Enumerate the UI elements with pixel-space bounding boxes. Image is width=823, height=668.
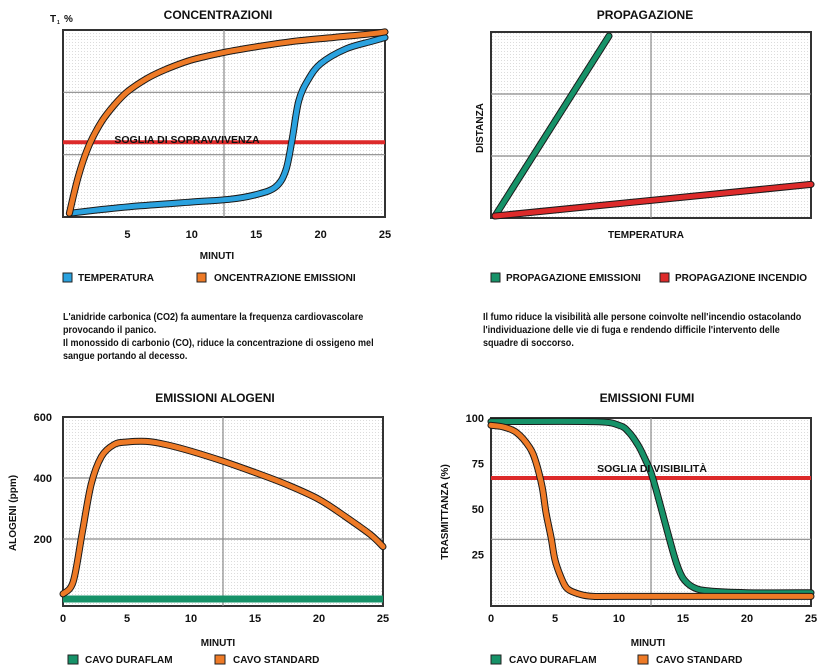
tick-label: 50	[472, 504, 484, 516]
legend-label: TEMPERATURA	[78, 273, 154, 284]
legend-swatch-emissioni	[196, 272, 207, 283]
tick-label: 100	[466, 413, 484, 425]
tick-label: 20	[741, 613, 753, 625]
series-lines	[491, 32, 815, 220]
threshold-label: SOGLIA DI VISIBILITÀ	[597, 462, 707, 475]
legend-swatch-temperatura	[62, 272, 73, 283]
series-lines	[487, 417, 815, 601]
series-cavo-standard	[488, 422, 814, 600]
svg-text:1: 1	[57, 20, 60, 26]
tick-label: 0	[60, 613, 66, 625]
tick-label: 20	[313, 613, 325, 625]
legend-label: CAVO STANDARD	[233, 655, 319, 666]
legend-swatch-standard	[637, 654, 649, 665]
y-axis-label: TRASMITTANZA (%)	[440, 464, 451, 560]
grid	[491, 32, 811, 218]
x-tick-labels: 0 5 10 15 20 25	[60, 613, 389, 625]
tick-label: 15	[250, 229, 262, 241]
paragraph-line: l'individuazione delle vie di fuga e ren…	[483, 324, 780, 336]
series-emissioni	[66, 29, 388, 216]
tick-label: 5	[124, 613, 130, 625]
series-lines	[59, 437, 387, 603]
chart-title: CONCENTRAZIONI	[164, 8, 273, 22]
chart-alogeni: EMISSIONI ALOGENI 600 400 200 0 5 10 15 20 25 A…	[8, 391, 389, 666]
x-axis-label: MINUTI	[631, 638, 666, 649]
x-axis-label: MINUTI	[200, 251, 235, 262]
paragraph-line: L'anidride carbonica (CO2) fa aumentare …	[63, 311, 364, 323]
tick-label: 10	[185, 613, 197, 625]
legend-swatch-duraflam	[67, 654, 79, 665]
tick-label: 20	[314, 229, 326, 241]
y-axis-label: DISTANZA	[475, 103, 486, 153]
tick-label: 400	[34, 473, 52, 485]
y-axis-label: ALOGENI (ppm)	[8, 475, 19, 551]
y-tick-labels: 100 75 50 25	[466, 413, 484, 562]
tick-label: 600	[34, 412, 52, 424]
x-tick-labels: 5 10 15 20 25	[124, 229, 391, 241]
paragraph-line: sangue portando al decesso.	[63, 350, 188, 362]
legend-label: PROPAGAZIONE EMISSIONI	[506, 273, 641, 284]
series-cavo-standard	[60, 438, 386, 597]
tick-label: 25	[377, 613, 389, 625]
x-axis-label: MINUTI	[201, 638, 236, 649]
y-axis-label: T 1 %	[50, 14, 73, 26]
legend-swatch-emissioni	[490, 272, 501, 283]
legend-label: ONCENTRAZIONE EMISSIONI	[214, 273, 356, 284]
paragraph-line: provocando il panico.	[63, 324, 157, 336]
paragraph-line: Il fumo riduce la visibilità alle person…	[483, 311, 802, 323]
series-temperatura	[66, 35, 388, 216]
tick-label: 75	[472, 459, 484, 471]
series-lines	[63, 28, 389, 217]
chart-title: EMISSIONI FUMI	[600, 391, 695, 405]
chart-propagazione: PROPAGAZIONE DISTANZA TEMPERATURA PROPAG…	[475, 8, 815, 284]
paragraph-line: squadre di soccorso.	[483, 337, 574, 349]
x-tick-labels: 0 5 10 15 20 25	[488, 613, 817, 625]
tick-label: 25	[472, 550, 484, 562]
paragraph-line: Il monossido di carbonio (CO), riduce la…	[63, 337, 374, 349]
text-block-fumo: Il fumo riduce la visibilità alle person…	[483, 311, 801, 350]
legend-swatch-duraflam	[490, 654, 502, 665]
chart-title: EMISSIONI ALOGENI	[155, 391, 275, 405]
legend-swatch-incendio	[659, 272, 670, 283]
tick-label: 10	[613, 613, 625, 625]
chart-title: PROPAGAZIONE	[597, 8, 693, 22]
legend-label: CAVO DURAFLAM	[85, 655, 173, 666]
svg-text:%: %	[64, 14, 73, 25]
tick-label: 10	[186, 229, 198, 241]
chart-fumi: EMISSIONI FUMI SOGLIA DI VISIBILITÀ 1007…	[440, 391, 817, 666]
text-block-co2: L'anidride carbonica (CO2) fa aumentare …	[63, 311, 374, 363]
x-axis-label: TEMPERATURA	[608, 230, 684, 241]
series-cavo-duraflam	[488, 418, 814, 596]
legend: CAVO DURAFLAM CAVO STANDARD	[67, 654, 319, 666]
legend: CAVO DURAFLAM CAVO STANDARD	[490, 654, 742, 666]
legend-label: CAVO STANDARD	[656, 655, 742, 666]
tick-label: 0	[488, 613, 494, 625]
svg-text:T: T	[50, 14, 56, 25]
chart-concentrazioni: CONCENTRAZIONI T 1 % SOGLIA DI SOPRAVVIV…	[50, 8, 391, 284]
tick-label: 15	[677, 613, 689, 625]
tick-label: 5	[552, 613, 558, 625]
series-propagazione-emissioni	[492, 33, 612, 219]
y-tick-labels: 600 400 200	[34, 412, 52, 546]
tick-label: 200	[34, 534, 52, 546]
legend-swatch-standard	[214, 654, 226, 665]
grid	[63, 417, 383, 606]
legend: PROPAGAZIONE EMISSIONI PROPAGAZIONE INCE…	[490, 272, 807, 284]
tick-label: 25	[379, 229, 391, 241]
threshold-label: SOGLIA DI SOPRAVVIVENZA	[114, 134, 260, 146]
legend-label: PROPAGAZIONE INCENDIO	[675, 273, 807, 284]
grid	[63, 30, 385, 217]
series-propagazione-incendio	[492, 181, 814, 219]
legend: TEMPERATURA ONCENTRAZIONE EMISSIONI	[62, 272, 356, 284]
tick-label: 5	[124, 229, 130, 241]
legend-label: CAVO DURAFLAM	[509, 655, 597, 666]
tick-label: 25	[805, 613, 817, 625]
tick-label: 15	[249, 613, 261, 625]
